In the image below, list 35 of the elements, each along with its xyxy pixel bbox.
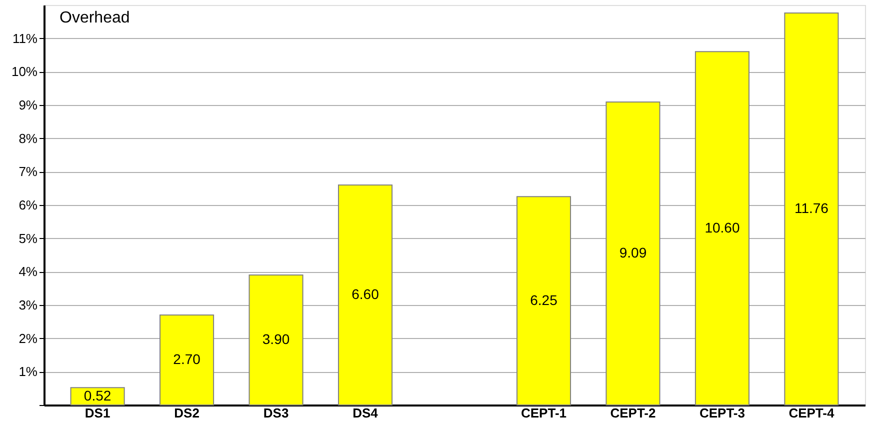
x-tick-label: DS2 <box>174 406 200 420</box>
y-axis-title: Overhead <box>60 10 130 26</box>
y-tick-label: 11% <box>12 30 38 46</box>
x-tick-label: DS4 <box>352 406 379 420</box>
y-tick-label: 7% <box>18 164 38 180</box>
y-tick-label: 2% <box>18 330 38 346</box>
x-tick-label: CEPT-1 <box>520 406 566 420</box>
bar <box>248 274 304 406</box>
bar <box>784 12 839 406</box>
bar <box>338 184 393 406</box>
x-tick-label: CEPT-3 <box>699 406 745 420</box>
data-label: 11.76 <box>794 200 829 216</box>
bar <box>694 51 750 406</box>
y-tick-label: 8% <box>18 130 38 146</box>
data-label: 6.25 <box>530 292 558 308</box>
data-label: 10.60 <box>704 219 740 236</box>
bar <box>516 196 572 406</box>
y-tick-label: 9% <box>18 98 38 112</box>
x-tick-label: DS1 <box>84 406 110 420</box>
y-tick-label: 5% <box>18 230 38 246</box>
x-tick-label: CEPT-4 <box>788 406 835 420</box>
y-tick-label: 1% <box>18 364 38 380</box>
data-label: 2.70 <box>173 351 201 367</box>
data-label: 6.60 <box>352 286 380 302</box>
bar <box>606 102 660 406</box>
data-label: 9.09 <box>619 244 647 260</box>
data-label: 3.90 <box>262 331 290 347</box>
y-tick-label: 10% <box>11 64 38 80</box>
x-tick-label: CEPT-2 <box>610 406 656 420</box>
bar <box>160 314 214 406</box>
y-tick-label: 6% <box>18 198 38 212</box>
y-tick-label: 3% <box>18 298 38 312</box>
y-tick-label: 4% <box>18 264 38 280</box>
data-label: 0.52 <box>84 387 112 404</box>
x-tick-label: DS3 <box>263 406 289 420</box>
